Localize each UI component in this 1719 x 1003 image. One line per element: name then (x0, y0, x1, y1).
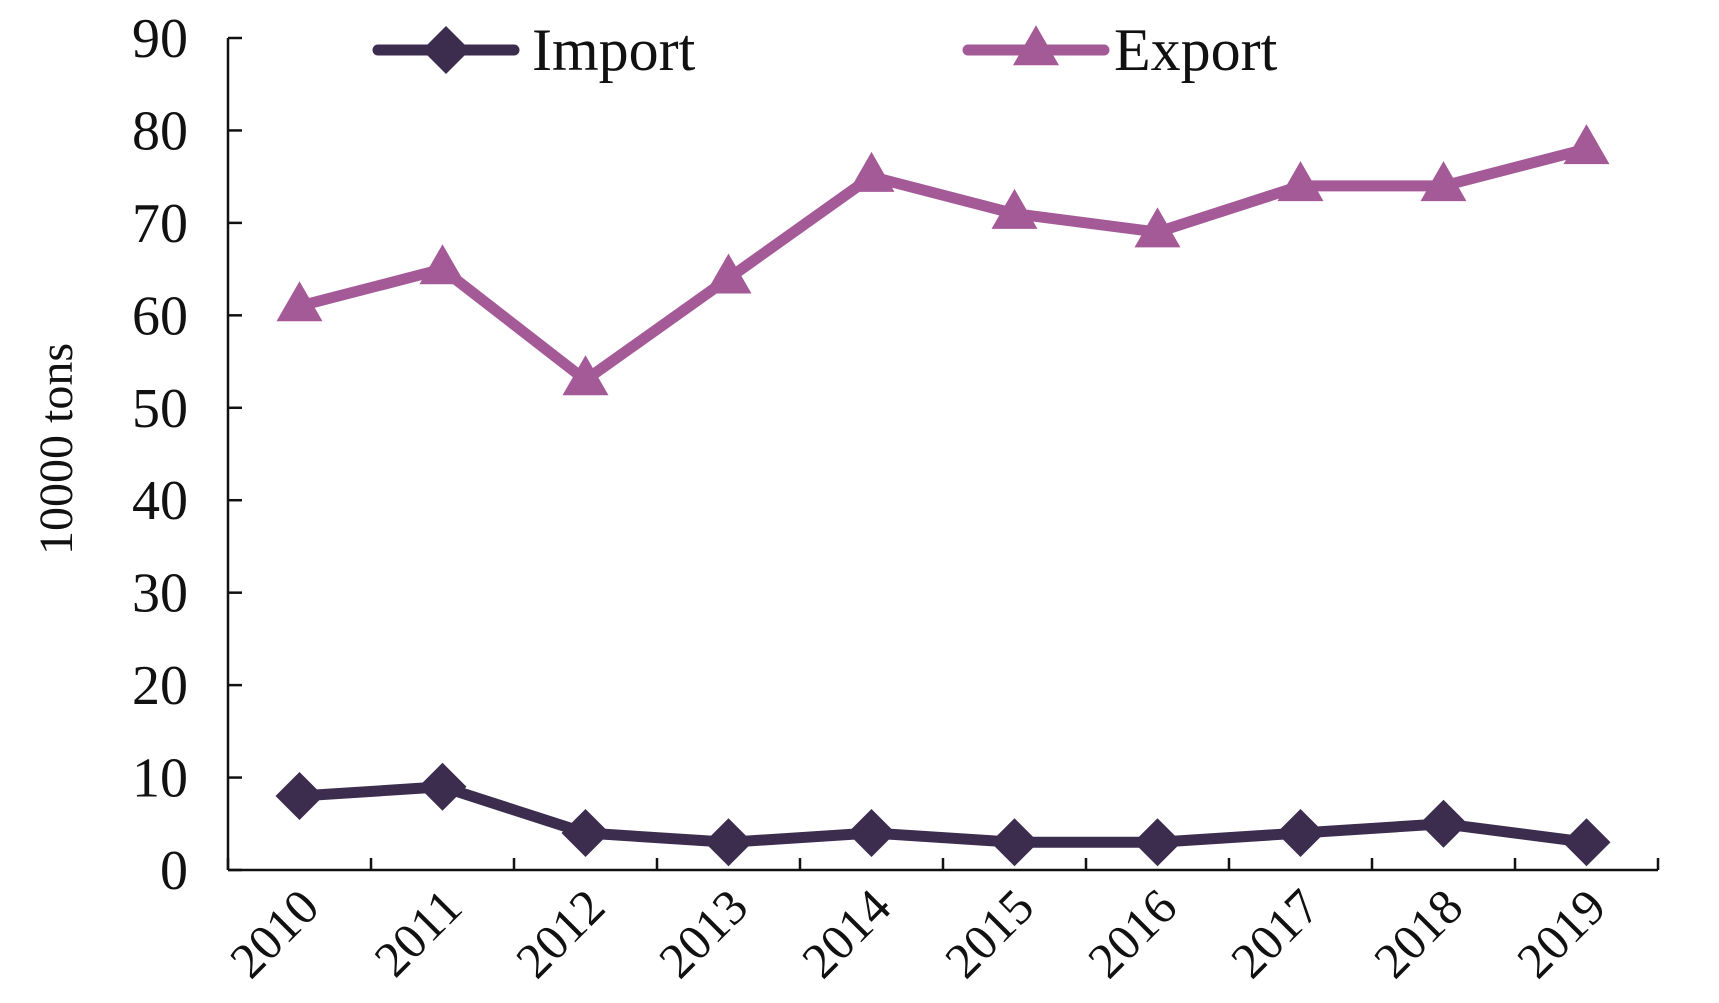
y-tick-label: 20 (132, 655, 188, 717)
import-line (294, 781, 1592, 848)
export-point (419, 244, 466, 285)
y-tick-label: 0 (160, 840, 188, 902)
import-point (704, 818, 753, 867)
export-point (1563, 124, 1610, 165)
x-tick-label: 2014 (791, 878, 901, 988)
import-series (275, 762, 1611, 867)
y-tick-label: 30 (132, 563, 188, 625)
export-point (276, 281, 323, 322)
x-tick-label: 2010 (219, 878, 329, 988)
x-tick-label: 2015 (934, 878, 1044, 988)
legend-label: Import (532, 17, 696, 83)
legend: Import Export (372, 17, 1278, 83)
legend-item-import: Import (372, 17, 696, 83)
import-point (1419, 799, 1468, 848)
legend-marker (422, 26, 470, 74)
y-tick-label: 90 (132, 8, 188, 70)
import-point (847, 809, 896, 858)
export-point (705, 253, 752, 294)
import-point (1562, 818, 1611, 867)
export-point (1420, 161, 1467, 202)
import-point (275, 772, 324, 821)
legend-marker (1013, 25, 1059, 66)
export-point (562, 355, 609, 396)
axes: 0 10 20 30 40 50 60 70 80 90 2010 2011 2012 2013 2014 2… (132, 8, 1660, 988)
y-tick-label: 10 (132, 748, 188, 810)
y-axis-title: 10000 tons (30, 343, 83, 555)
y-tick-label: 70 (132, 193, 188, 255)
y-tick-label: 60 (132, 285, 188, 347)
y-tick-label: 40 (132, 470, 188, 532)
y-tick-label: 50 (132, 378, 188, 440)
x-tick-label: 2011 (363, 878, 472, 987)
series-layer (275, 124, 1611, 867)
legend-item-export: Export (962, 17, 1278, 83)
import-point (1133, 818, 1182, 867)
export-point (991, 188, 1038, 229)
x-tick-label: 2019 (1506, 878, 1616, 988)
import-point (990, 818, 1039, 867)
x-tick-label: 2018 (1363, 878, 1473, 988)
legend-label: Export (1114, 17, 1278, 83)
y-tick-label: 80 (132, 100, 188, 162)
import-point (561, 809, 610, 858)
x-tick-label: 2013 (648, 878, 758, 988)
import-point (1276, 809, 1325, 858)
x-tick-label: 2012 (505, 878, 615, 988)
x-tick-label: 2016 (1077, 878, 1187, 988)
export-line (294, 143, 1592, 386)
x-tick-label: 2017 (1220, 878, 1330, 988)
export-point (848, 151, 895, 192)
import-point (418, 762, 467, 811)
export-point (1277, 161, 1324, 202)
export-point (1134, 207, 1181, 248)
export-series (276, 124, 1610, 396)
